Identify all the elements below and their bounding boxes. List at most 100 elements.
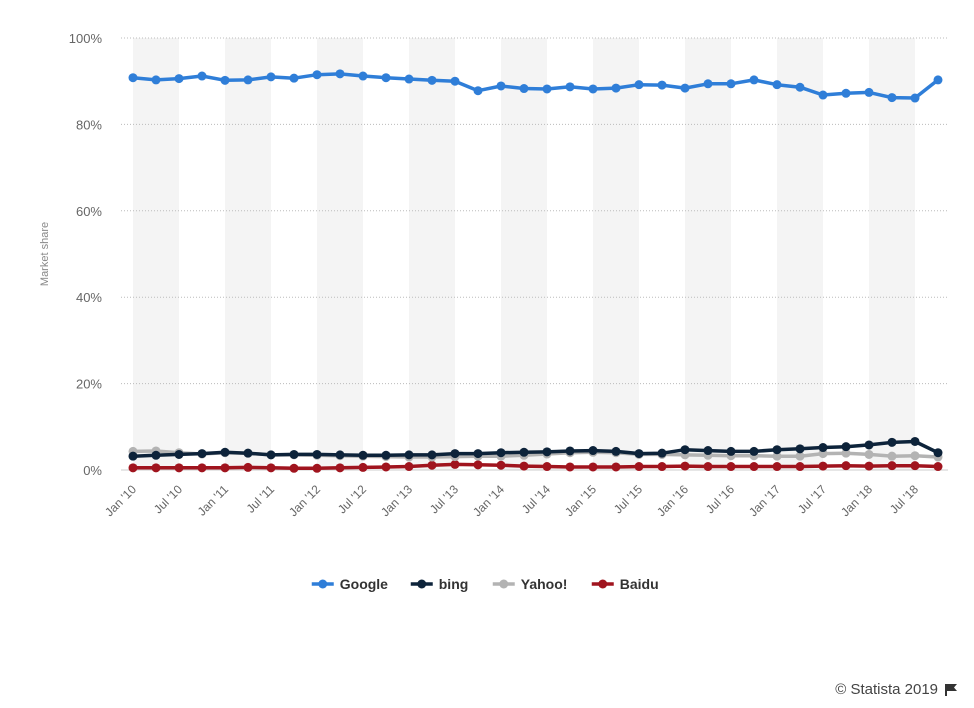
data-point[interactable] xyxy=(128,463,138,473)
data-point[interactable] xyxy=(197,463,207,473)
data-point[interactable] xyxy=(933,462,943,472)
data-point[interactable] xyxy=(772,451,782,461)
data-point[interactable] xyxy=(657,80,667,90)
data-point[interactable] xyxy=(542,462,552,472)
data-point[interactable] xyxy=(864,461,874,471)
data-point[interactable] xyxy=(220,75,230,85)
data-point[interactable] xyxy=(588,84,598,94)
data-point[interactable] xyxy=(519,84,529,94)
data-point[interactable] xyxy=(174,74,184,84)
data-point[interactable] xyxy=(404,462,414,472)
data-point[interactable] xyxy=(933,75,943,85)
data-point[interactable] xyxy=(795,82,805,92)
data-point[interactable] xyxy=(588,462,598,472)
data-point[interactable] xyxy=(726,446,736,456)
data-point[interactable] xyxy=(519,447,529,457)
data-point[interactable] xyxy=(381,462,391,472)
data-point[interactable] xyxy=(565,462,575,472)
data-point[interactable] xyxy=(565,446,575,456)
data-point[interactable] xyxy=(795,451,805,461)
data-point[interactable] xyxy=(312,70,322,80)
data-point[interactable] xyxy=(680,83,690,93)
data-point[interactable] xyxy=(772,80,782,90)
data-point[interactable] xyxy=(427,75,437,85)
data-point[interactable] xyxy=(128,73,138,83)
data-point[interactable] xyxy=(795,462,805,472)
data-point[interactable] xyxy=(220,463,230,473)
data-point[interactable] xyxy=(358,450,368,460)
data-point[interactable] xyxy=(680,445,690,455)
data-point[interactable] xyxy=(358,71,368,81)
data-point[interactable] xyxy=(726,462,736,472)
legend-item-bing[interactable]: bing xyxy=(410,576,469,592)
data-point[interactable] xyxy=(772,462,782,472)
data-point[interactable] xyxy=(151,75,161,85)
data-point[interactable] xyxy=(266,72,276,82)
data-point[interactable] xyxy=(565,82,575,92)
data-point[interactable] xyxy=(289,73,299,83)
data-point[interactable] xyxy=(381,73,391,83)
data-point[interactable] xyxy=(611,462,621,472)
data-point[interactable] xyxy=(818,461,828,471)
data-point[interactable] xyxy=(220,447,230,457)
data-point[interactable] xyxy=(703,79,713,89)
data-point[interactable] xyxy=(772,445,782,455)
data-point[interactable] xyxy=(197,71,207,81)
data-point[interactable] xyxy=(450,76,460,86)
data-point[interactable] xyxy=(473,460,483,470)
data-point[interactable] xyxy=(749,462,759,472)
data-point[interactable] xyxy=(887,437,897,447)
data-point[interactable] xyxy=(335,69,345,79)
data-point[interactable] xyxy=(542,447,552,457)
data-point[interactable] xyxy=(266,450,276,460)
data-point[interactable] xyxy=(887,451,897,461)
data-point[interactable] xyxy=(910,451,920,461)
data-point[interactable] xyxy=(358,462,368,472)
data-point[interactable] xyxy=(174,449,184,459)
data-point[interactable] xyxy=(128,451,138,461)
data-point[interactable] xyxy=(818,90,828,100)
data-point[interactable] xyxy=(864,440,874,450)
data-point[interactable] xyxy=(473,449,483,459)
legend-item-google[interactable]: Google xyxy=(311,576,388,592)
data-point[interactable] xyxy=(427,460,437,470)
data-point[interactable] xyxy=(496,448,506,458)
data-point[interactable] xyxy=(795,444,805,454)
data-point[interactable] xyxy=(243,75,253,85)
data-point[interactable] xyxy=(910,93,920,103)
data-point[interactable] xyxy=(174,463,184,473)
data-point[interactable] xyxy=(197,449,207,459)
data-point[interactable] xyxy=(841,442,851,452)
data-point[interactable] xyxy=(703,446,713,456)
data-point[interactable] xyxy=(404,74,414,84)
data-point[interactable] xyxy=(335,450,345,460)
data-point[interactable] xyxy=(243,462,253,472)
data-point[interactable] xyxy=(542,84,552,94)
data-point[interactable] xyxy=(312,463,322,473)
data-point[interactable] xyxy=(151,450,161,460)
data-point[interactable] xyxy=(473,86,483,96)
data-point[interactable] xyxy=(841,448,851,458)
data-point[interactable] xyxy=(887,93,897,103)
data-point[interactable] xyxy=(611,446,621,456)
data-point[interactable] xyxy=(450,449,460,459)
legend-item-yahoo[interactable]: Yahoo! xyxy=(492,576,568,592)
data-point[interactable] xyxy=(634,80,644,90)
legend-item-baidu[interactable]: Baidu xyxy=(591,576,659,592)
data-point[interactable] xyxy=(749,446,759,456)
data-point[interactable] xyxy=(404,450,414,460)
data-point[interactable] xyxy=(864,449,874,459)
data-point[interactable] xyxy=(749,75,759,85)
data-point[interactable] xyxy=(910,461,920,471)
data-point[interactable] xyxy=(726,79,736,89)
data-point[interactable] xyxy=(381,450,391,460)
data-point[interactable] xyxy=(611,83,621,93)
data-point[interactable] xyxy=(519,461,529,471)
data-point[interactable] xyxy=(933,448,943,458)
data-point[interactable] xyxy=(335,463,345,473)
data-point[interactable] xyxy=(427,450,437,460)
data-point[interactable] xyxy=(634,449,644,459)
data-point[interactable] xyxy=(657,448,667,458)
data-point[interactable] xyxy=(496,81,506,91)
data-point[interactable] xyxy=(910,436,920,446)
